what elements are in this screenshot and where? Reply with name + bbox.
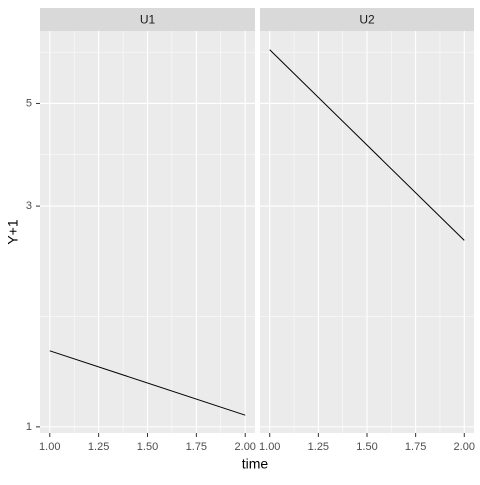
x-tick-label: 1.00	[39, 441, 60, 453]
x-tick-label: 1.00	[259, 441, 280, 453]
x-tick-label: 2.00	[235, 441, 256, 453]
strip-label: U2	[359, 13, 375, 27]
line	[269, 49, 465, 241]
x-tick-label: 2.00	[454, 441, 475, 453]
line	[49, 350, 246, 416]
strip-label: U1	[140, 13, 156, 27]
y-tick-label: 1	[26, 421, 32, 433]
strip	[260, 8, 474, 31]
x-tick-label: 1.75	[405, 441, 426, 453]
y-axis-title: Y+1	[5, 219, 21, 245]
x-tick-label: 1.25	[308, 441, 329, 453]
x-tick-label: 1.50	[137, 441, 158, 453]
x-tick-label: 1.25	[88, 441, 109, 453]
y-tick-label: 5	[26, 97, 32, 109]
y-tick-label: 3	[26, 200, 32, 212]
x-tick-label: 1.50	[356, 441, 377, 453]
x-tick-label: 1.75	[186, 441, 207, 453]
strip	[40, 8, 255, 31]
x-axis-title: time	[242, 456, 269, 472]
